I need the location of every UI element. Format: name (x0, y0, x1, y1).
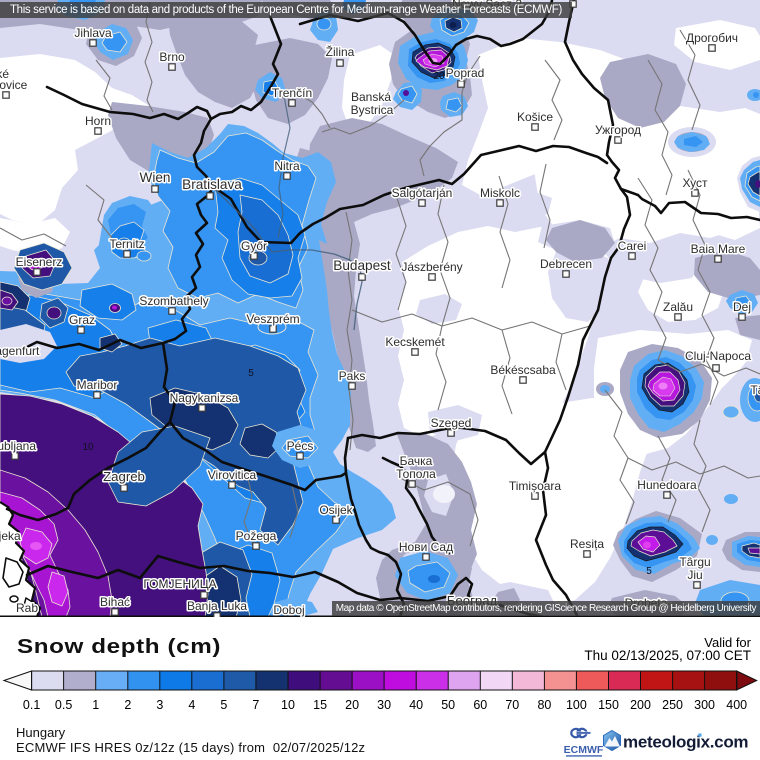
svg-text:Paks: Paks (339, 369, 366, 383)
svg-text:300: 300 (694, 698, 715, 712)
svg-text:10: 10 (82, 442, 94, 453)
svg-text:Бачка: Бачка (400, 454, 433, 468)
svg-text:Ternitz: Ternitz (109, 237, 144, 251)
svg-text:5: 5 (248, 368, 254, 379)
svg-text:Pécs: Pécs (287, 439, 314, 453)
svg-text:Топола: Топола (396, 467, 436, 481)
svg-text:Virovitica: Virovitica (208, 468, 257, 482)
svg-text:Baia Mare: Baia Mare (691, 242, 746, 256)
svg-text:Bystrica: Bystrica (351, 103, 394, 117)
svg-text:České: České (0, 66, 9, 81)
svg-text:Rab: Rab (16, 601, 38, 615)
svg-text:Miskolc: Miskolc (480, 186, 520, 200)
svg-text:Jiu: Jiu (687, 568, 702, 582)
svg-text:400: 400 (726, 698, 747, 712)
svg-text:Salgótarján: Salgótarján (392, 186, 453, 200)
svg-text:Wien: Wien (140, 170, 171, 185)
svg-text:Eisenerz: Eisenerz (16, 255, 63, 269)
svg-text:Kecskemét: Kecskemét (385, 335, 445, 349)
svg-text:Trenčín: Trenčín (272, 86, 312, 100)
svg-text:Klagenfurt: Klagenfurt (0, 344, 40, 358)
svg-text:Budapest: Budapest (333, 258, 391, 273)
svg-text:Budějovice: Budějovice (0, 78, 28, 92)
svg-text:Szeged: Szeged (431, 416, 472, 430)
svg-text:1: 1 (92, 698, 99, 712)
svg-text:0.1: 0.1 (23, 698, 40, 712)
svg-text:ГОМЈЕНИЦА: ГОМЈЕНИЦА (143, 577, 216, 591)
svg-text:Dej: Dej (733, 300, 751, 314)
svg-text:Хуст: Хуст (682, 176, 708, 190)
svg-text:4: 4 (188, 698, 195, 712)
svg-text:5: 5 (220, 698, 227, 712)
svg-text:Zalău: Zalău (663, 300, 693, 314)
svg-text:20: 20 (433, 71, 445, 82)
svg-text:Banská: Banská (351, 90, 391, 104)
svg-text:Timișoara: Timișoara (509, 479, 562, 493)
svg-text:5: 5 (646, 566, 652, 577)
svg-text:Târgu: Târgu (679, 555, 710, 569)
svg-text:meteologix.com: meteologix.com (623, 733, 748, 752)
svg-text:Graz: Graz (69, 313, 95, 327)
svg-text:Poprad: Poprad (446, 66, 485, 80)
svg-text:Horn: Horn (85, 114, 111, 128)
svg-text:250: 250 (662, 698, 683, 712)
svg-text:Rijeka: Rijeka (0, 529, 21, 543)
svg-text:20: 20 (345, 698, 359, 712)
svg-text:Košice: Košice (517, 110, 553, 124)
svg-text:150: 150 (598, 698, 619, 712)
svg-text:60: 60 (473, 698, 487, 712)
svg-text:Jihlava: Jihlava (74, 26, 112, 40)
svg-text:Szombathely: Szombathely (139, 294, 208, 308)
svg-text:0.5: 0.5 (55, 698, 72, 712)
svg-text:3: 3 (156, 698, 163, 712)
svg-text:Doboj: Doboj (273, 603, 304, 617)
svg-text:Maribor: Maribor (77, 378, 118, 392)
svg-text:Debrecen: Debrecen (540, 257, 592, 271)
svg-text:80: 80 (537, 698, 551, 712)
svg-text:2: 2 (124, 698, 131, 712)
svg-text:Ужгород: Ужгород (595, 123, 641, 137)
svg-text:Požega: Požega (236, 529, 277, 543)
svg-text:70: 70 (505, 698, 519, 712)
svg-text:Дрогобич: Дрогобич (686, 31, 738, 45)
svg-text:Osijek: Osijek (319, 503, 353, 517)
svg-text:Nitra: Nitra (274, 159, 300, 173)
svg-text:40: 40 (409, 698, 423, 712)
svg-text:10: 10 (281, 698, 295, 712)
svg-text:Bratislava: Bratislava (182, 177, 242, 192)
svg-text:Resița: Resița (570, 537, 604, 551)
svg-text:Târgu: Târgu (750, 383, 760, 397)
svg-text:Ljubljana: Ljubljana (0, 439, 36, 453)
svg-text:Cluj-Napoca: Cluj-Napoca (685, 349, 751, 363)
svg-text:Brno: Brno (159, 50, 185, 64)
svg-text:50: 50 (441, 698, 455, 712)
svg-text:Veszprém: Veszprém (246, 312, 299, 326)
svg-text:100: 100 (566, 698, 587, 712)
svg-text:Žilina: Žilina (326, 44, 355, 59)
svg-text:7: 7 (252, 698, 259, 712)
svg-text:Carei: Carei (618, 239, 647, 253)
svg-text:Hunedoara: Hunedoara (637, 478, 697, 492)
svg-text:Banja Luka: Banja Luka (187, 599, 247, 613)
svg-text:Nagykanizsa: Nagykanizsa (170, 391, 239, 405)
svg-text:Нови Сад: Нови Сад (399, 540, 453, 554)
svg-text:Békéscsaba: Békéscsaba (490, 363, 556, 377)
svg-text:ECMWF: ECMWF (564, 744, 604, 756)
svg-text:Zagreb: Zagreb (103, 469, 145, 484)
svg-text:15: 15 (313, 698, 327, 712)
svg-text:Bihać: Bihać (100, 595, 130, 609)
svg-text:Jászberény: Jászberény (401, 260, 462, 274)
svg-text:30: 30 (377, 698, 391, 712)
svg-text:Győr: Győr (241, 239, 267, 253)
svg-text:200: 200 (630, 698, 651, 712)
